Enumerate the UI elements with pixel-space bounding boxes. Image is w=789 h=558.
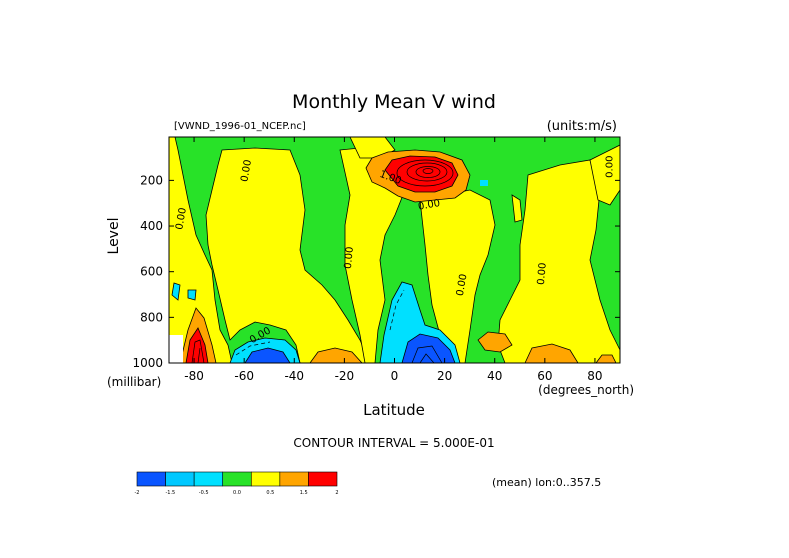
y-axis: 200 400 600 800 1000	[132, 173, 620, 370]
positive-region-strong	[524, 343, 579, 363]
colorbar-label: 0.5	[266, 490, 274, 496]
negative-region-strong	[244, 347, 291, 363]
positive-region	[511, 194, 523, 223]
colorbar-swatch	[222, 471, 252, 487]
plot-area	[169, 137, 620, 363]
colorbar-label: -0.5	[199, 490, 209, 496]
chart-title: Monthly Mean V wind	[292, 91, 496, 113]
colorbar-label: 0.0	[233, 490, 241, 496]
contour-interval-text: CONTOUR INTERVAL = 5.000E-01	[293, 436, 494, 450]
x-axis: -80 -60 -40 -20 0 20 40 60 80	[184, 137, 603, 383]
y-tick-label: 600	[140, 265, 163, 279]
units-label: (units:m/s)	[547, 119, 617, 134]
positive-region	[169, 137, 233, 363]
x-axis-label: Latitude	[363, 401, 425, 419]
colorbar-swatch	[308, 471, 338, 487]
x-tick-label: 40	[487, 369, 502, 383]
missing-data	[169, 335, 183, 363]
mean-text: (mean) lon:0..357.5	[492, 476, 601, 489]
y-tick-label: 800	[140, 310, 163, 324]
colorbar-label: -2	[135, 490, 140, 496]
y-axis-units: (millibar)	[107, 375, 161, 389]
x-tick-label: -20	[335, 369, 355, 383]
colorbar-swatch	[279, 471, 309, 487]
negative-region	[171, 282, 181, 301]
colorbar-swatch	[165, 471, 195, 487]
contour-label: 0.00	[604, 156, 615, 178]
x-tick-label: 80	[587, 369, 602, 383]
contour-label: 0.00	[536, 262, 549, 285]
y-axis-label: Level	[106, 218, 122, 255]
positive-region-strong	[477, 331, 513, 353]
polar-contours	[191, 339, 205, 363]
contour-label: 0.00	[239, 159, 254, 183]
y-tick-label: 200	[140, 173, 163, 187]
x-tick-label: -40	[284, 369, 304, 383]
colorbar-swatch	[136, 471, 166, 487]
negative-contours	[235, 289, 405, 356]
colorbar-swatch	[250, 471, 281, 487]
y-tick-label: 1000	[132, 356, 163, 370]
colorbar-label: 1.5	[300, 490, 308, 496]
positive-region	[205, 147, 371, 363]
colorbar: -2 -1.5 -0.5 0.0 0.5 1.5 2	[135, 471, 339, 496]
file-label: [VWND_1996-01_NCEP.nc]	[174, 121, 306, 132]
positive-region-strong	[595, 354, 617, 363]
positive-region	[589, 144, 620, 206]
colorbar-label: 2	[335, 490, 338, 496]
negative-region	[480, 180, 488, 186]
colorbar-label: -1.5	[165, 490, 175, 496]
jet-contours	[396, 159, 454, 187]
x-tick-label: 60	[537, 369, 552, 383]
x-tick-label: 20	[437, 369, 452, 383]
contour-label: 0.00	[343, 246, 356, 269]
x-tick-label: -80	[184, 369, 204, 383]
x-tick-label: 0	[391, 369, 399, 383]
negative-region	[187, 289, 197, 301]
contour-label: 0.00	[417, 198, 441, 213]
contour-label: 0.00	[174, 207, 189, 231]
x-tick-label: -60	[234, 369, 254, 383]
x-axis-units: (degrees_north)	[538, 383, 634, 397]
positive-region	[419, 189, 496, 363]
colorbar-swatch	[193, 471, 224, 487]
y-tick-label: 400	[140, 219, 163, 233]
positive-region-strong	[309, 347, 363, 363]
contour-label: 0.00	[455, 273, 470, 297]
tropical-contours	[411, 345, 443, 363]
